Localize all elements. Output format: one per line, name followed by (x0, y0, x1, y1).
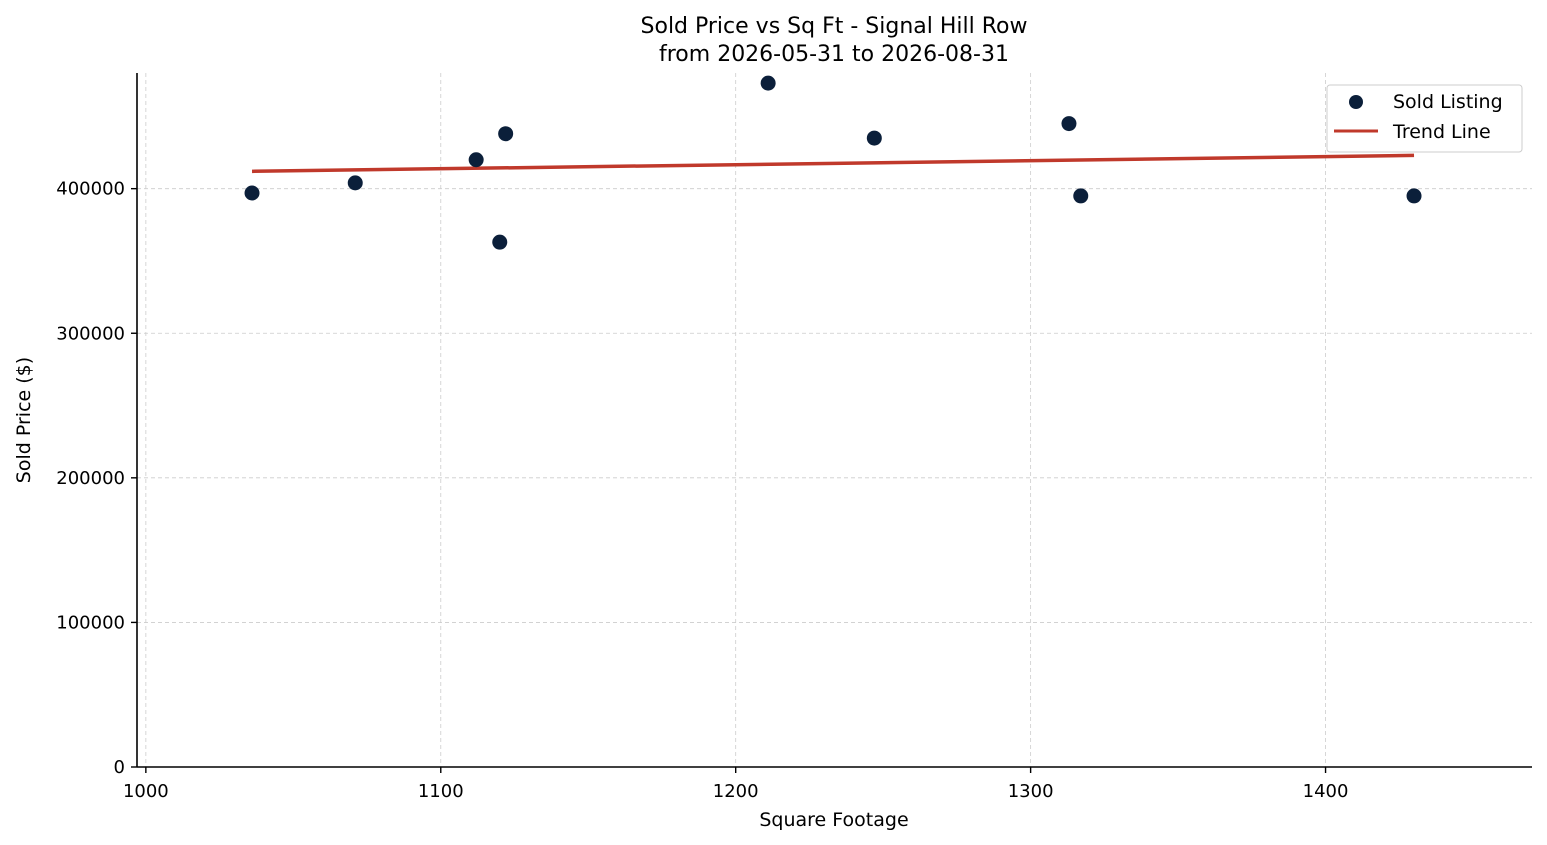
scatter-point (244, 185, 260, 201)
y-tick-label: 100000 (56, 612, 125, 633)
x-tick-label: 1400 (1303, 781, 1349, 802)
x-tick-label: 1100 (418, 781, 464, 802)
legend-label-sold-listing: Sold Listing (1393, 91, 1503, 113)
legend-marker-sold-listing (1349, 95, 1363, 109)
trend-line (251, 153, 1415, 174)
scatter-point (866, 130, 882, 146)
y-tick-label: 400000 (56, 179, 125, 200)
legend-box (1326, 84, 1523, 153)
scatter-point (760, 75, 776, 91)
x-axis-label: Square Footage (759, 809, 908, 831)
axes (136, 73, 1532, 768)
y-tick-label: 0 (114, 757, 125, 778)
y-tick-label: 300000 (56, 323, 125, 344)
chart-subtitle: from 2026-05-31 to 2026-08-31 (659, 42, 1009, 67)
y-axis-label: Sold Price ($) (13, 357, 35, 483)
scatter-point (1073, 188, 1089, 204)
series (244, 75, 1422, 250)
legend-label-trend-line: Trend Line (1392, 121, 1491, 143)
scatter-point (1406, 188, 1422, 204)
y-tick-label: 200000 (56, 468, 125, 489)
ticks: 1000 1100 1200 1300 1400 0 100000 200000 300000 4… (56, 179, 1348, 802)
x-tick-label: 1200 (713, 781, 759, 802)
x-tick-label: 1000 (123, 781, 169, 802)
grid (137, 73, 1532, 768)
scatter-point (347, 175, 363, 191)
scatter-point (468, 152, 484, 168)
chart-title: Sold Price vs Sq Ft - Signal Hill Row (641, 14, 1028, 39)
legend: Sold Listing Trend Line (1326, 84, 1523, 153)
x-tick-label: 1300 (1008, 781, 1054, 802)
scatter-point (498, 126, 514, 142)
scatter-point (492, 234, 508, 250)
scatter-point (1061, 116, 1077, 132)
